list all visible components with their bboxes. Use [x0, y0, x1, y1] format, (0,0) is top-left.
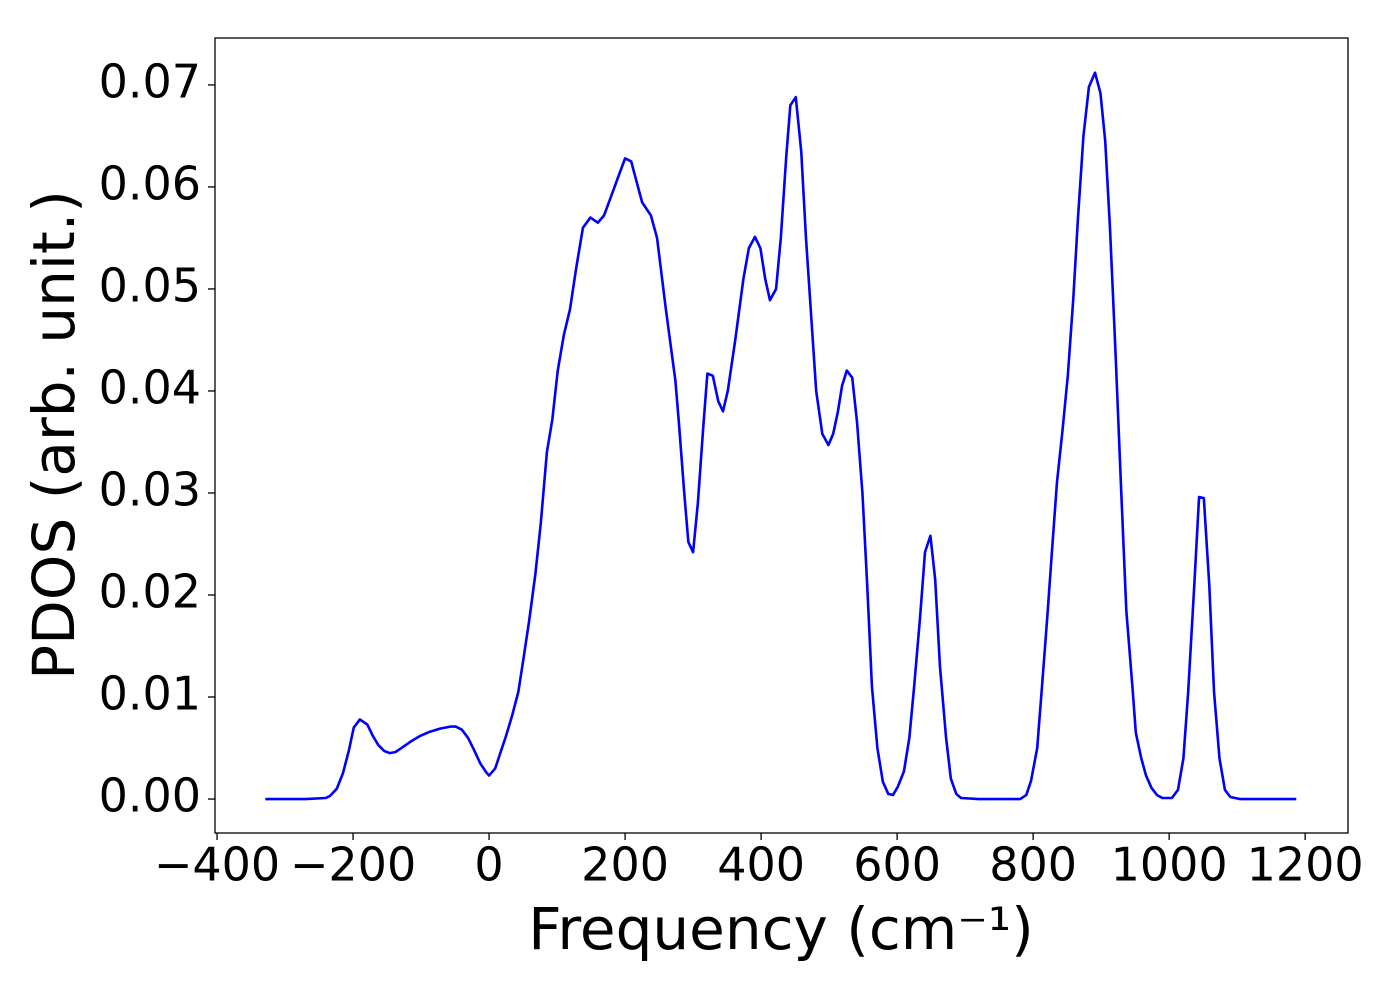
y-tick-label: 0.06 [99, 156, 201, 210]
x-tick-label: 600 [853, 838, 941, 892]
x-tick-label: 0 [474, 838, 503, 892]
x-tick-label: −200 [290, 838, 416, 892]
x-tick-label: 800 [989, 838, 1077, 892]
y-axis-label: PDOS (arb. unit.) [20, 190, 88, 680]
x-tick-label: 1200 [1247, 838, 1364, 892]
y-tick-label: 0.03 [99, 462, 201, 516]
x-tick-label: −400 [154, 838, 280, 892]
y-tick-label: 0.04 [99, 360, 201, 414]
y-tick-label: 0.05 [99, 258, 201, 312]
x-tick-label: 1000 [1111, 838, 1228, 892]
x-tick-label: 200 [581, 838, 669, 892]
x-tick-label: 400 [717, 838, 805, 892]
data-line [265, 71, 1297, 801]
y-tick-label: 0.07 [99, 54, 201, 108]
y-tick-label: 0.01 [99, 667, 201, 721]
y-tick-label: 0.00 [99, 769, 201, 823]
y-tick-label: 0.02 [99, 564, 201, 618]
plot-frame [214, 37, 1349, 834]
x-axis-label: Frequency (cm⁻¹) [528, 895, 1034, 963]
